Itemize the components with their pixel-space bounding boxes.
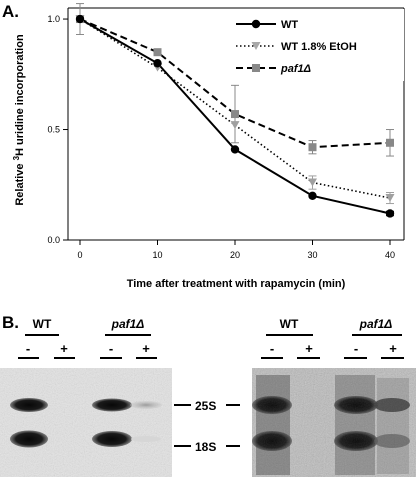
- right-gel-sign-3: -: [354, 341, 358, 356]
- data-point-square: [153, 48, 162, 57]
- data-point-circle: [308, 191, 317, 201]
- right-gel-sign-4: +: [389, 341, 397, 356]
- band-label-18s: 18S: [195, 440, 216, 454]
- left-gel-18s-band-lane1: [10, 430, 48, 448]
- right-gel-strain2-label: paf1Δ: [359, 317, 393, 331]
- data-point-square: [231, 110, 239, 119]
- y-tick-label: 0.5: [47, 125, 60, 135]
- series-line-1: [79, 18, 391, 199]
- data-point-circle: [230, 145, 240, 154]
- legend-entry-wt: WT: [236, 19, 298, 31]
- y-tick-label: 1.0: [47, 14, 60, 24]
- chart-ticks: 0 10 20 30 40 0.0 0.5 1.0: [47, 14, 395, 260]
- legend-marker-paf1: [252, 64, 260, 72]
- data-point-circle: [385, 209, 395, 218]
- data-point-triangle: [308, 178, 317, 187]
- left-gel-sign-4: +: [142, 341, 150, 356]
- x-axis-label: Time after treatment with rapamycin (min…: [127, 278, 346, 290]
- data-point-triangle: [230, 121, 240, 130]
- x-tick-label: 0: [77, 250, 82, 260]
- left-gel-18s-band-lane4: [131, 436, 161, 442]
- legend-entry-etoh: WT 1.8% EtOH: [236, 41, 357, 53]
- x-tick-label: 40: [385, 250, 395, 260]
- left-gel-strain1-label: WT: [33, 317, 52, 331]
- left-gel-sign-2: +: [60, 341, 68, 356]
- legend-entry-paf1: paf1Δ: [236, 63, 311, 75]
- data-point-square: [386, 138, 394, 147]
- data-point-triangle: [385, 194, 395, 203]
- left-gel-sign-3: -: [109, 341, 113, 356]
- x-tick-label: 20: [230, 250, 240, 260]
- y-tick-label: 0.0: [47, 235, 60, 245]
- line-chart: 0 10 20 30 40 0.0 0.5 1.0 Relative 3H uridine i…: [12, 3, 405, 290]
- right-gel-sign-1: -: [270, 341, 274, 356]
- chart-series: [75, 3, 395, 218]
- left-gel-25s-band-lane3: [92, 398, 132, 412]
- series-line-2: [79, 18, 391, 149]
- data-point-square: [308, 143, 317, 152]
- panel-b-label: B.: [2, 313, 19, 332]
- left-gel-image: [0, 368, 172, 477]
- legend-label-etoh: WT 1.8% EtOH: [281, 41, 357, 53]
- right-gel-image: [252, 368, 416, 477]
- data-point-circle: [153, 59, 162, 68]
- band-labels: 25S 18S: [174, 399, 240, 454]
- x-tick-label: 30: [307, 250, 317, 260]
- data-point-circle: [75, 14, 85, 24]
- gel-headers: WT paf1Δ - + - + WT paf1Δ - + - +: [18, 317, 404, 359]
- y-axis-label: Relative 3H uridine incorporation: [12, 34, 26, 206]
- right-gel-strain1-label: WT: [280, 317, 299, 331]
- left-gel-25s-band-lane4: [130, 401, 162, 409]
- band-label-25s: 25S: [195, 399, 216, 413]
- left-gel-strain2-label: paf1Δ: [111, 317, 145, 331]
- panel-a-label: A.: [2, 2, 19, 21]
- x-tick-label: 10: [152, 250, 162, 260]
- legend-marker-wt: [251, 19, 261, 29]
- left-gel-sign-1: -: [26, 341, 30, 356]
- legend-label-paf1: paf1Δ: [280, 63, 311, 75]
- legend-label-wt: WT: [281, 19, 298, 31]
- left-gel-25s-band-lane1: [10, 398, 48, 412]
- legend-marker-etoh: [251, 42, 261, 50]
- left-gel-18s-band-lane3: [92, 431, 132, 447]
- chart-legend: WT WT 1.8% EtOH paf1Δ: [227, 9, 404, 81]
- right-gel-sign-2: +: [305, 341, 313, 356]
